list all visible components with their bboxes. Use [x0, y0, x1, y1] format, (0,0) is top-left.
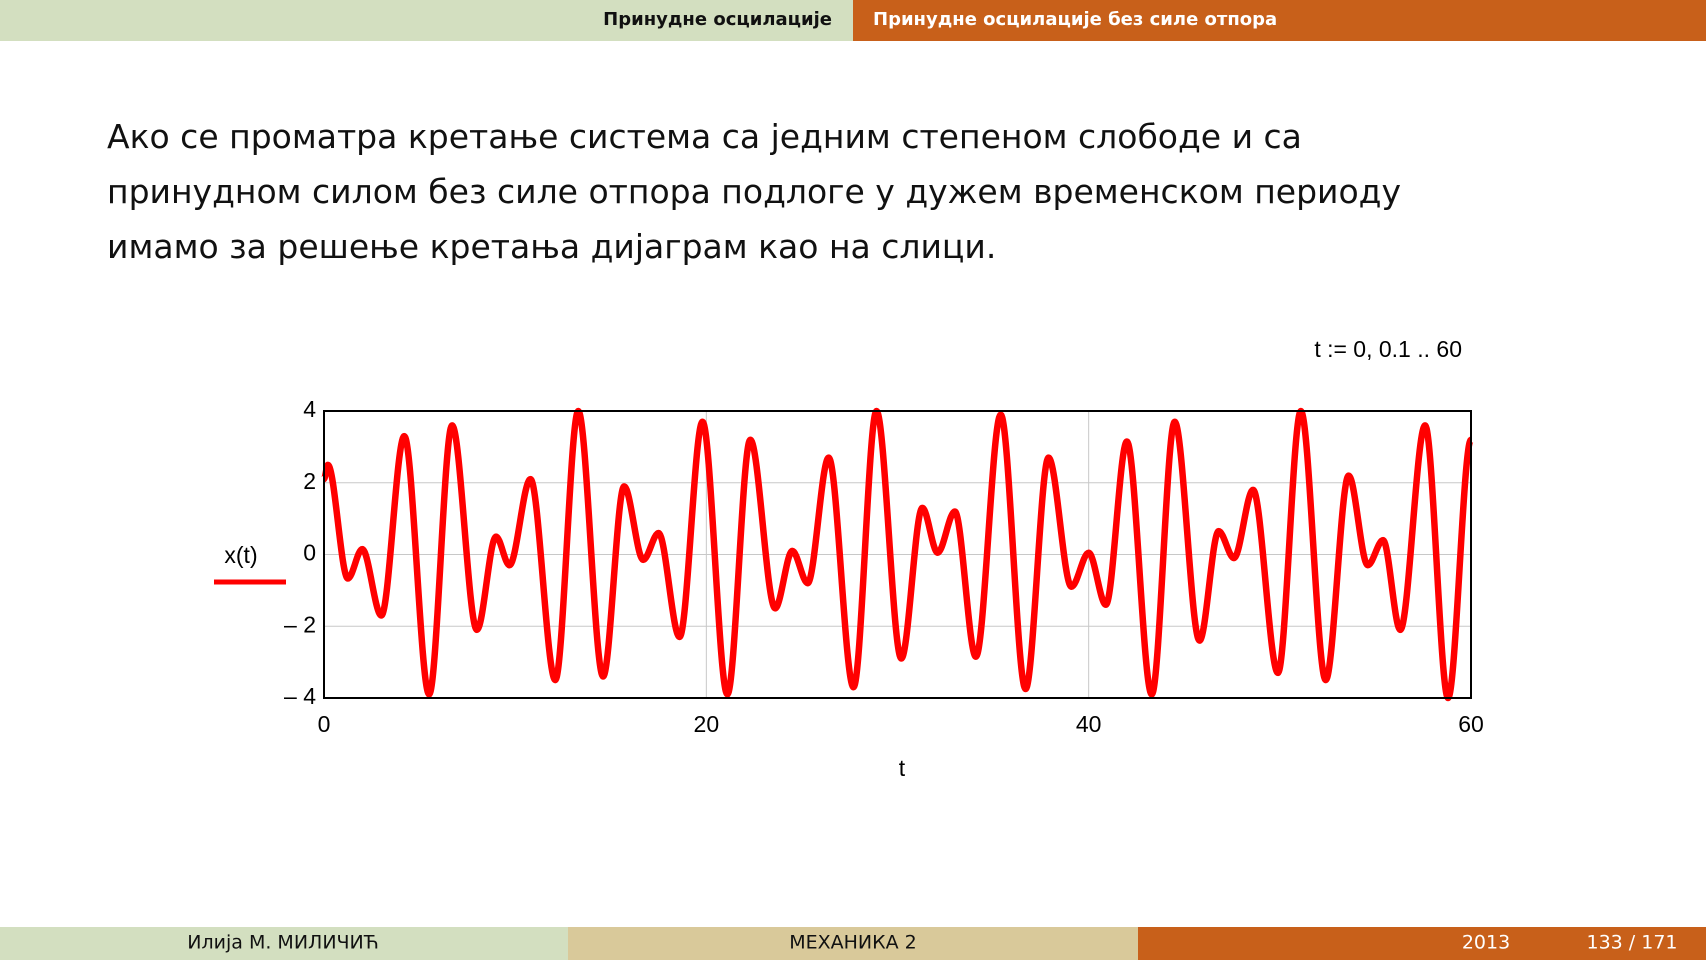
plot: 420– 2– 40 20 40 60 — [284, 396, 1484, 737]
x-axis-label: t — [899, 755, 906, 781]
footer-title: МЕХАНИКА 2 — [789, 932, 917, 954]
y-tick-label: – 4 — [284, 683, 316, 709]
chart-annotation: t := 0, 0.1 .. 60 — [1314, 336, 1462, 362]
body-line: принудном силом без силе отпора подлоге … — [107, 172, 1401, 211]
legend-label: x(t) — [224, 542, 257, 568]
footer-right-bar — [1138, 927, 1706, 960]
footer-left-bar — [0, 927, 568, 960]
header-section: Принудне осцилације — [603, 9, 832, 30]
x-tick-label: 0 — [318, 711, 331, 737]
body-line: Ако се проматра кретање система са једни… — [107, 117, 1302, 156]
plot-frame — [323, 410, 1472, 699]
y-tick-label: – 2 — [284, 611, 316, 637]
x-tick-label: 60 — [1458, 711, 1484, 737]
footer-year: 2013 — [1462, 932, 1510, 954]
header-left-bar — [0, 0, 853, 41]
header-subsection: Принудне осцилације без силе отпора — [873, 9, 1277, 30]
x-tick-label: 20 — [694, 711, 720, 737]
y-tick-label: 0 — [303, 540, 316, 566]
data-line — [320, 407, 1475, 702]
footer-author: Илија М. МИЛИЧИЋ — [187, 932, 378, 954]
footer-page: 133 / 171 — [1586, 932, 1677, 954]
y-tick-label: 4 — [303, 396, 316, 422]
x-tick-label: 40 — [1076, 711, 1102, 737]
y-tick-label: 2 — [303, 468, 316, 494]
header-right-bar — [853, 0, 1706, 41]
body-line: имамо за решење кретања дијаграм као на … — [107, 227, 996, 266]
footer-mid-bar — [568, 927, 1138, 960]
